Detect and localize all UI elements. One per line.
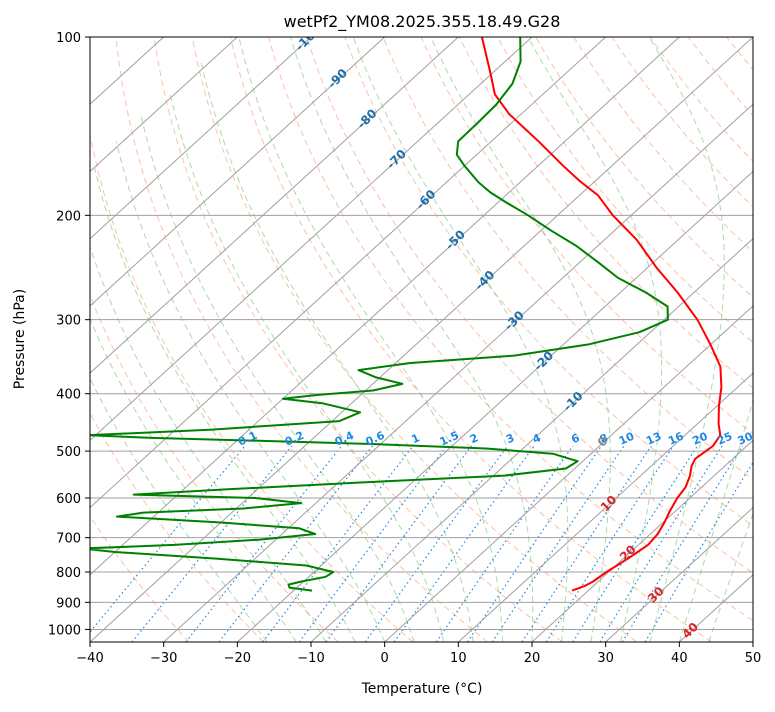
y-tick-label: 800	[56, 566, 81, 581]
y-tick-label: 500	[56, 445, 81, 460]
y-tick-label: 600	[56, 492, 81, 507]
x-tick-label: −10	[297, 651, 324, 666]
y-tick-label: 1000	[48, 623, 81, 638]
x-tick-label: −30	[150, 651, 177, 666]
x-tick-label: 0	[381, 651, 389, 666]
y-tick-label: 900	[56, 596, 81, 611]
y-tick-label: 200	[56, 209, 81, 224]
y-tick-label: 100	[56, 31, 81, 46]
y-axis-label: Pressure (hPa)	[12, 289, 28, 389]
x-tick-label: −20	[224, 651, 251, 666]
x-tick-label: −40	[76, 651, 103, 666]
y-tick-label: 400	[56, 388, 81, 403]
chart-title: wetPf2_YM08.2025.355.18.49.G28	[284, 12, 561, 32]
x-tick-label: 20	[524, 651, 541, 666]
x-axis-label: Temperature (°C)	[361, 681, 483, 697]
x-tick-label: 30	[597, 651, 614, 666]
y-tick-label: 300	[56, 314, 81, 329]
y-tick-label: 700	[56, 532, 81, 547]
x-tick-label: 50	[745, 651, 762, 666]
x-tick-label: 10	[450, 651, 467, 666]
x-tick-label: 40	[671, 651, 688, 666]
